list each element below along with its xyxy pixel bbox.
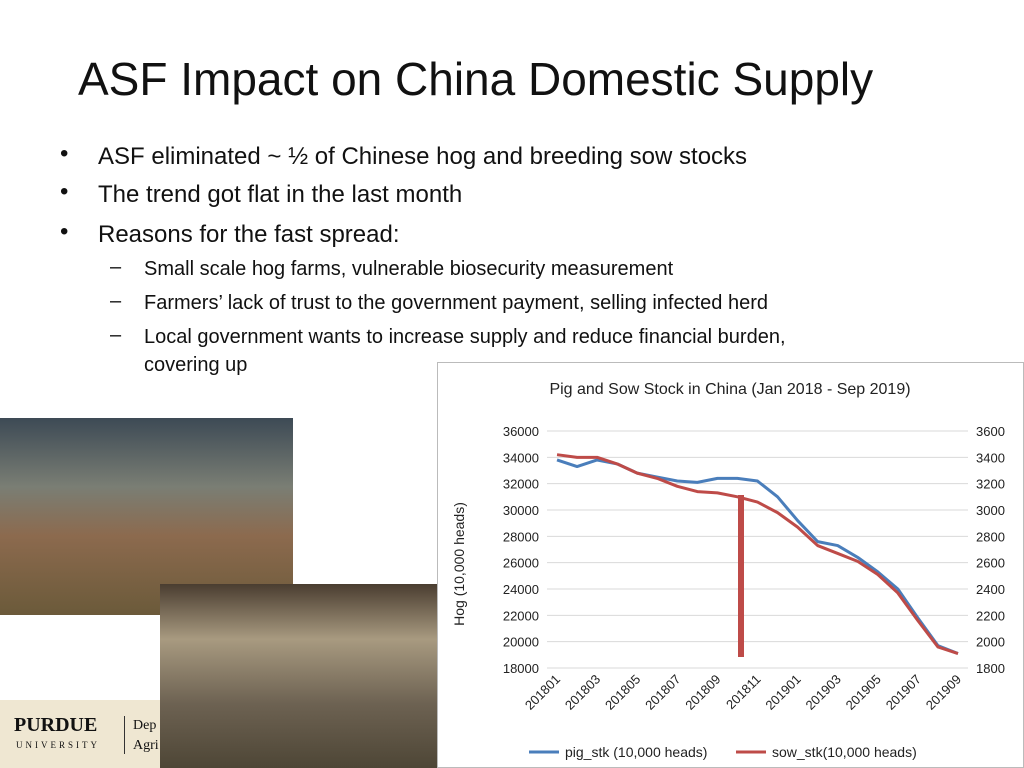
y2-tick-label: 3200 — [976, 477, 1005, 492]
y-tick-label: 22000 — [503, 608, 539, 623]
chart-title: Pig and Sow Stock in China (Jan 2018 - S… — [549, 381, 910, 398]
logo-text: Dep — [133, 718, 157, 733]
y-tick-label: 30000 — [503, 503, 539, 518]
dash: – — [110, 324, 122, 346]
chart: Pig and Sow Stock in China (Jan 2018 - S… — [437, 362, 1024, 768]
y-tick-label: 32000 — [503, 477, 539, 492]
y2-tick-label: 1800 — [976, 661, 1005, 676]
y-tick-label: 20000 — [503, 635, 539, 650]
bullet-dot: • — [60, 218, 69, 245]
bullet: The trend got flat in the last month — [98, 181, 463, 208]
slide-title: ASF Impact on China Domestic Supply — [78, 53, 874, 105]
y2-tick-label: 2200 — [976, 608, 1005, 623]
logo-text: UNIVERSITY — [16, 740, 100, 750]
sub-bullet: covering up — [144, 354, 248, 376]
bullet-dot: • — [60, 140, 69, 167]
y2-tick-label: 3400 — [976, 450, 1005, 465]
y-tick-label: 36000 — [503, 424, 539, 439]
y2-tick-label: 3600 — [976, 424, 1005, 439]
logo-bg — [0, 700, 170, 768]
y2-tick-label: 2400 — [976, 582, 1005, 597]
y2-tick-label: 2000 — [976, 635, 1005, 650]
y-tick-label: 24000 — [503, 582, 539, 597]
y-tick-label: 28000 — [503, 529, 539, 544]
logo-text: PURDUE — [14, 714, 98, 736]
y-axis-label: Hog (10,000 heads) — [451, 502, 467, 626]
y-tick-label: 34000 — [503, 450, 539, 465]
sub-bullet: Farmers’ lack of trust to the government… — [144, 292, 768, 314]
photo — [0, 418, 293, 615]
y2-tick-label: 3000 — [976, 503, 1005, 518]
legend-label: pig_stk (10,000 heads) — [565, 744, 707, 760]
y-tick-label: 18000 — [503, 661, 539, 676]
y-tick-label: 26000 — [503, 556, 539, 571]
series-line — [556, 453, 959, 655]
chart-frame — [437, 362, 1024, 768]
sub-bullet: Local government wants to increase suppl… — [144, 326, 786, 348]
dash: – — [110, 290, 122, 312]
logo-divider — [124, 716, 125, 754]
bullet: ASF eliminated ~ ½ of Chinese hog and br… — [98, 143, 748, 170]
y2-tick-label: 2800 — [976, 529, 1005, 544]
highlight-bar — [738, 495, 744, 657]
dash: – — [110, 256, 122, 278]
logo-text: Agri — [133, 738, 159, 753]
photo — [160, 584, 437, 768]
bullet: Reasons for the fast spread: — [98, 221, 400, 248]
sub-bullet: Small scale hog farms, vulnerable biosec… — [144, 258, 674, 280]
bullet-dot: • — [60, 178, 69, 205]
y2-tick-label: 2600 — [976, 556, 1005, 571]
legend-label: sow_stk(10,000 heads) — [772, 744, 917, 760]
